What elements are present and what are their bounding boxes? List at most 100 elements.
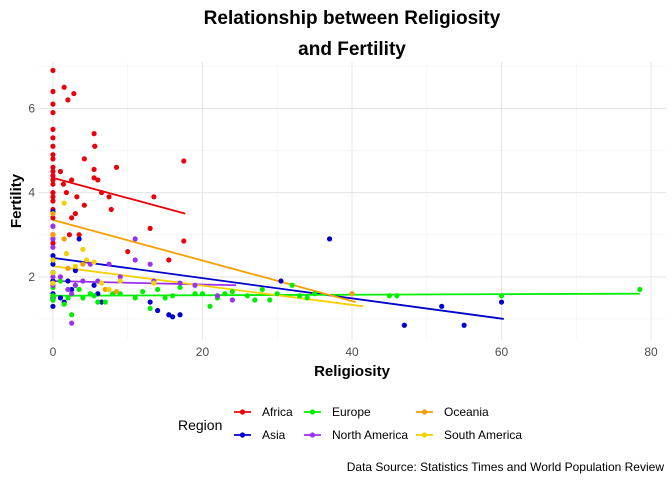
legend-item-africa: Africa: [234, 405, 293, 419]
data-point-south-america: [72, 263, 78, 269]
data-point-europe: [50, 293, 56, 299]
data-point-africa: [69, 177, 75, 183]
legend: Africa Asia Europe North America Oceania Sout…: [234, 405, 522, 442]
data-point-europe: [177, 284, 183, 290]
data-point-africa: [50, 156, 56, 162]
data-point-africa: [181, 158, 187, 164]
data-point-south-america: [98, 280, 105, 286]
data-point-europe: [162, 295, 168, 301]
x-tick-label: 60: [495, 345, 509, 359]
data-point-africa: [50, 126, 56, 132]
data-point-africa: [50, 194, 56, 200]
data-point-north-america: [50, 244, 56, 250]
legend-key-point: [239, 409, 246, 415]
data-point-africa: [50, 177, 56, 183]
data-point-africa: [125, 248, 131, 255]
data-point-africa: [50, 135, 56, 141]
data-point-north-america: [177, 280, 183, 286]
data-point-europe: [169, 293, 176, 299]
legend-item-north-america: North America: [304, 428, 408, 442]
data-point-europe: [394, 293, 400, 299]
data-point-asia: [69, 286, 75, 293]
y-tick-label: 6: [28, 101, 35, 115]
data-point-africa: [57, 168, 64, 175]
data-point-africa: [50, 143, 56, 149]
data-point-south-america: [50, 257, 56, 263]
data-point-europe: [289, 282, 295, 288]
data-point-south-america: [91, 259, 97, 265]
data-point-asia: [50, 261, 56, 267]
data-point-north-america: [192, 282, 198, 288]
data-point-europe: [50, 297, 56, 303]
data-point-europe: [199, 291, 206, 297]
legend-item-oceania: Oceania: [416, 405, 489, 419]
data-point-oceania: [65, 265, 71, 271]
data-point-europe: [95, 299, 101, 305]
data-point-oceania: [113, 288, 120, 295]
caption: Data Source: Statistics Times and World …: [347, 460, 665, 474]
y-tick-label: 2: [28, 270, 35, 284]
data-point-north-america: [50, 223, 56, 229]
data-point-africa: [50, 168, 56, 175]
data-point-africa: [147, 225, 153, 231]
data-point-africa: [50, 109, 56, 116]
legend-label: Africa: [262, 405, 293, 419]
data-point-europe: [132, 295, 138, 301]
data-point-north-america: [69, 291, 75, 297]
data-point-europe: [61, 301, 67, 307]
data-point-asia: [98, 299, 105, 305]
data-point-africa: [50, 181, 56, 187]
data-point-africa: [50, 173, 56, 179]
data-point-asia: [439, 303, 445, 309]
legend-key-point: [309, 432, 316, 438]
legend-label: Europe: [332, 405, 371, 419]
data-point-europe: [229, 288, 235, 295]
data-point-asia: [57, 295, 64, 301]
x-axis-title: Religiosity: [314, 363, 391, 380]
trend-line-asia: [52, 256, 504, 320]
data-point-africa: [113, 164, 120, 170]
data-point-south-america: [63, 251, 70, 257]
data-point-europe: [304, 295, 310, 301]
data-point-europe: [65, 295, 71, 301]
data-point-europe: [297, 293, 303, 299]
data-point-asia: [461, 322, 467, 328]
data-point-africa: [63, 189, 70, 196]
data-point-asia: [155, 307, 161, 314]
data-point-asia: [401, 322, 407, 328]
data-point-south-america: [80, 246, 86, 253]
data-point-asia: [76, 236, 82, 242]
legend-label: Asia: [262, 428, 286, 442]
data-point-africa: [50, 152, 56, 158]
data-point-asia: [177, 312, 183, 318]
data-points: [50, 67, 643, 328]
data-point-africa: [108, 206, 114, 213]
data-point-africa: [50, 198, 56, 204]
data-point-europe: [312, 291, 318, 297]
data-point-africa: [66, 232, 72, 238]
data-point-europe: [274, 291, 280, 297]
data-point-south-america: [151, 280, 157, 286]
data-point-south-america: [61, 200, 67, 206]
legend-item-asia: Asia: [234, 428, 286, 442]
data-point-africa: [106, 194, 112, 200]
data-point-africa: [151, 194, 157, 200]
data-point-africa: [60, 181, 67, 187]
x-tick-label: 20: [196, 345, 210, 359]
x-tick-label: 80: [644, 345, 658, 359]
data-point-africa: [98, 189, 105, 196]
data-point-africa: [69, 215, 75, 221]
data-point-europe: [637, 286, 643, 293]
data-point-oceania: [80, 261, 86, 267]
data-point-oceania: [61, 236, 67, 242]
data-point-europe: [244, 293, 250, 299]
data-point-europe: [222, 291, 228, 297]
data-point-oceania: [50, 211, 56, 217]
data-point-europe: [252, 297, 258, 303]
data-point-africa: [81, 156, 87, 162]
data-point-south-america: [106, 286, 112, 293]
data-point-africa: [61, 84, 67, 90]
data-point-south-america: [83, 257, 90, 263]
trend-line-south-america: [52, 265, 364, 308]
chart-title-line-2: and Fertility: [298, 39, 406, 60]
